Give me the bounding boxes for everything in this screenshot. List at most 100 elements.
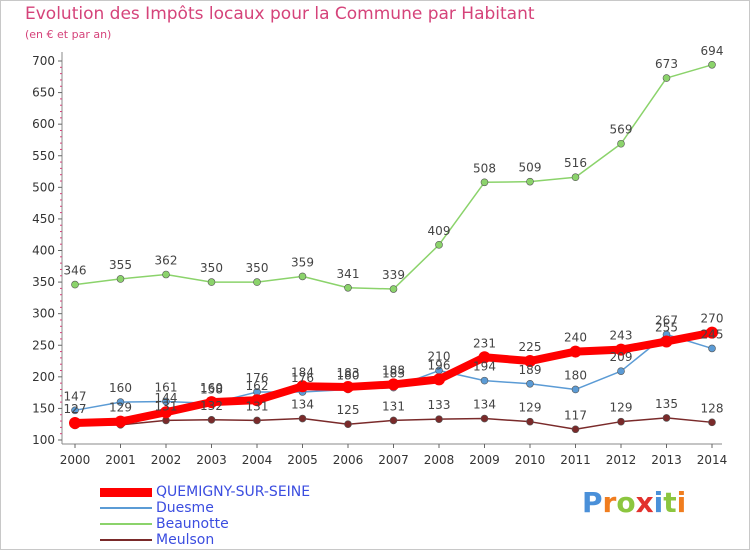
data-point-quemigny-sur-seine <box>706 326 718 339</box>
data-label-duesme: 158 <box>200 382 223 396</box>
legend-swatch <box>100 487 152 497</box>
data-label-duesme: 267 <box>655 314 678 328</box>
data-label-duesme: 189 <box>519 363 542 377</box>
data-label-duesme: 183 <box>382 367 405 381</box>
legend-swatch <box>100 539 152 541</box>
y-tick-label: 400 <box>32 244 55 258</box>
data-label-duesme: 209 <box>610 350 633 364</box>
data-label-meulson: 131 <box>246 399 269 413</box>
data-label-beaunotte: 508 <box>473 161 496 175</box>
legend-label: Duesme <box>156 500 214 516</box>
logo-letter: r <box>602 486 617 519</box>
data-label-beaunotte: 516 <box>564 156 587 170</box>
data-label-beaunotte: 509 <box>519 161 542 175</box>
data-label-meulson: 135 <box>655 397 678 411</box>
x-tick-label: 2005 <box>287 453 318 467</box>
data-point-quemigny-sur-seine <box>342 380 354 393</box>
data-label-duesme: 176 <box>246 371 269 385</box>
data-point-beaunotte <box>480 178 489 187</box>
data-point-duesme <box>571 385 580 394</box>
x-tick-label: 2000 <box>60 453 91 467</box>
data-point-beaunotte <box>116 275 125 283</box>
data-label-duesme: 194 <box>473 360 496 374</box>
data-label-duesme: 147 <box>64 389 87 403</box>
data-label-beaunotte: 409 <box>428 224 451 238</box>
data-label-quemigny-sur-seine: 184 <box>291 365 314 379</box>
x-tick-label: 2002 <box>151 453 182 467</box>
data-label-meulson: 125 <box>337 403 360 417</box>
legend-swatch <box>100 523 152 525</box>
data-label-beaunotte: 350 <box>246 261 269 275</box>
x-tick-label: 2004 <box>242 453 273 467</box>
x-tick-label: 2014 <box>697 453 728 467</box>
data-point-meulson <box>662 414 671 422</box>
data-label-quemigny-sur-seine: 160 <box>200 381 223 395</box>
data-point-meulson <box>526 417 534 426</box>
data-label-beaunotte: 569 <box>610 123 633 137</box>
data-point-beaunotte <box>162 270 170 279</box>
data-label-quemigny-sur-seine: 127 <box>64 402 87 416</box>
data-point-quemigny-sur-seine <box>205 396 218 409</box>
proxiti-logo: Proxiti <box>582 486 686 519</box>
legend-item-duesme: Duesme <box>100 500 430 516</box>
data-point-meulson <box>253 416 261 425</box>
data-label-meulson: 134 <box>291 398 314 412</box>
logo-letter: o <box>616 486 636 519</box>
data-label-quemigny-sur-seine: 270 <box>701 312 724 326</box>
data-point-beaunotte <box>571 173 580 182</box>
data-label-meulson: 129 <box>519 401 542 415</box>
data-label-quemigny-sur-seine: 255 <box>655 320 678 334</box>
data-point-duesme <box>617 367 625 375</box>
legend-swatch <box>100 507 152 509</box>
data-label-quemigny-sur-seine: 162 <box>246 379 269 393</box>
data-label-duesme: 176 <box>291 371 314 385</box>
data-point-meulson <box>344 420 352 429</box>
data-point-quemigny-sur-seine <box>296 380 309 393</box>
data-point-quemigny-sur-seine <box>569 345 582 358</box>
y-tick-label: 600 <box>32 117 55 131</box>
data-point-quemigny-sur-seine <box>114 415 127 428</box>
data-label-quemigny-sur-seine: 225 <box>519 340 542 354</box>
data-point-meulson <box>571 425 580 434</box>
data-point-quemigny-sur-seine <box>387 378 400 391</box>
logo-letter: x <box>635 486 654 519</box>
y-tick-label: 500 <box>32 180 55 194</box>
data-label-duesme: 161 <box>155 380 178 394</box>
data-point-duesme <box>71 406 79 415</box>
logo-letter: P <box>582 486 603 519</box>
y-tick-label: 250 <box>32 338 55 352</box>
data-point-duesme <box>162 397 170 406</box>
data-label-beaunotte: 362 <box>155 254 178 268</box>
data-point-duesme <box>708 344 716 353</box>
data-point-beaunotte <box>662 74 671 82</box>
data-point-quemigny-sur-seine <box>478 351 491 364</box>
y-tick-label: 350 <box>32 275 55 289</box>
data-point-meulson <box>480 414 489 423</box>
legend-label: QUEMIGNY-SUR-SEINE <box>156 484 311 500</box>
data-label-quemigny-sur-seine: 240 <box>564 331 587 345</box>
data-label-quemigny-sur-seine: 183 <box>337 366 360 380</box>
data-point-beaunotte <box>207 278 216 286</box>
logo-letter: i <box>653 486 664 519</box>
y-tick-label: 100 <box>32 433 55 447</box>
logo-letter: t <box>663 486 677 519</box>
x-tick-label: 2006 <box>333 453 364 467</box>
data-label-meulson: 128 <box>701 401 724 415</box>
data-point-beaunotte <box>617 139 625 148</box>
x-tick-label: 2011 <box>560 453 591 467</box>
x-tick-label: 2003 <box>196 453 227 467</box>
y-tick-label: 300 <box>32 307 55 321</box>
data-point-meulson <box>617 417 625 426</box>
data-label-meulson: 131 <box>382 399 405 413</box>
chart-title: Evolution des Impôts locaux pour la Comm… <box>25 4 535 24</box>
x-tick-label: 2012 <box>606 453 637 467</box>
data-label-meulson: 117 <box>564 408 587 422</box>
data-point-quemigny-sur-seine <box>615 343 627 356</box>
data-label-quemigny-sur-seine: 188 <box>382 363 405 377</box>
data-label-quemigny-sur-seine: 231 <box>473 336 496 350</box>
data-label-beaunotte: 694 <box>701 44 724 58</box>
data-label-beaunotte: 346 <box>64 264 87 278</box>
data-label-quemigny-sur-seine: 144 <box>155 391 178 405</box>
legend-item-quemigny-sur-seine: QUEMIGNY-SUR-SEINE <box>100 484 430 500</box>
